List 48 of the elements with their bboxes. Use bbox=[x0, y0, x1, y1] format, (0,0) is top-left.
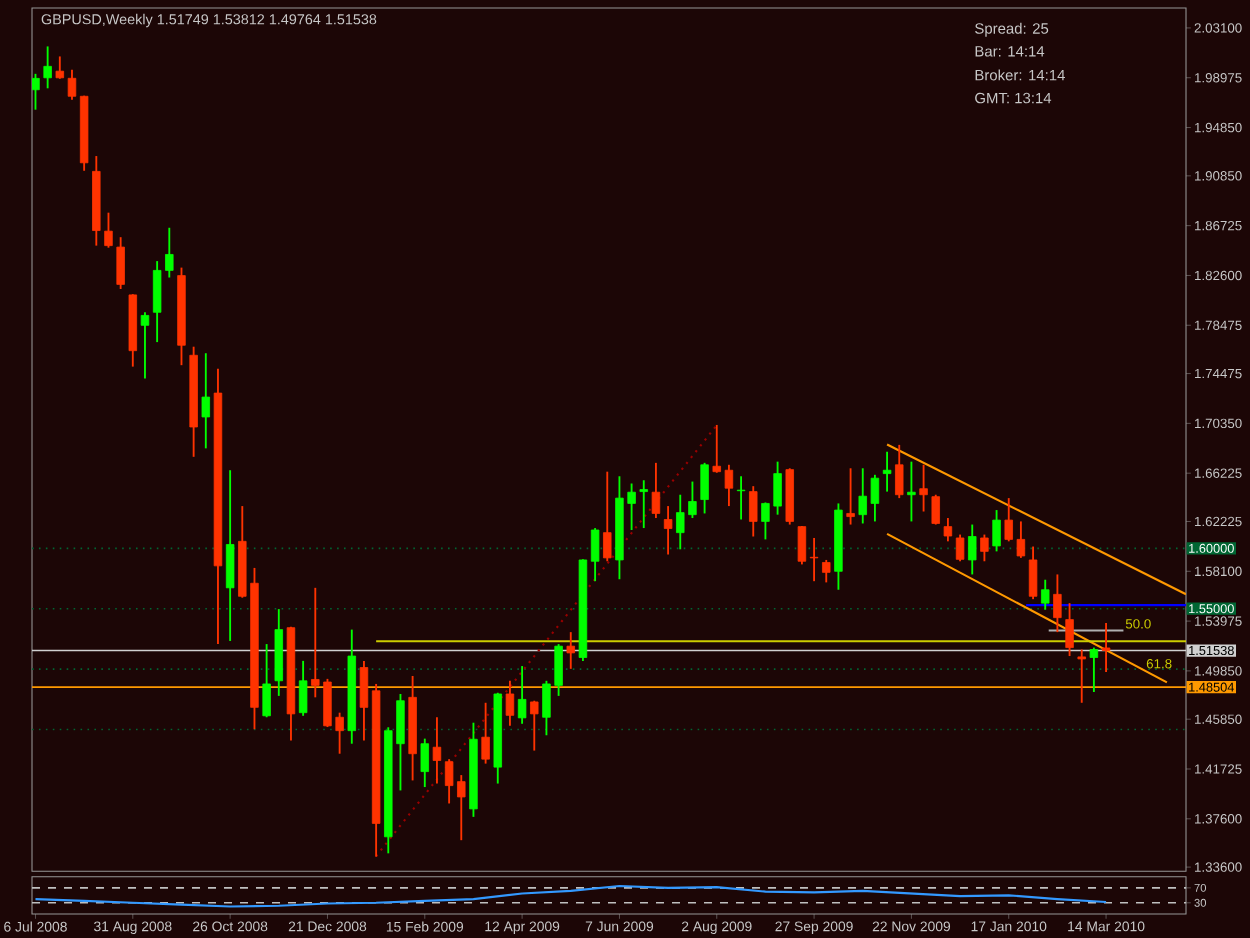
candlestick bbox=[749, 485, 758, 538]
candlestick bbox=[992, 509, 1001, 553]
candlestick bbox=[980, 533, 989, 563]
candlestick bbox=[846, 467, 855, 526]
candlestick bbox=[432, 716, 442, 785]
candlestick bbox=[639, 479, 648, 529]
candlestick bbox=[968, 523, 977, 576]
candlestick bbox=[262, 643, 271, 719]
candlestick bbox=[895, 443, 904, 500]
candlestick bbox=[700, 461, 709, 515]
candlestick bbox=[736, 475, 746, 521]
candlestick bbox=[943, 517, 953, 543]
candlestick bbox=[919, 463, 928, 513]
candlestick bbox=[1041, 578, 1050, 611]
candlestick bbox=[481, 701, 490, 765]
candlestick bbox=[530, 699, 539, 752]
candlestick bbox=[809, 537, 819, 583]
candlestick bbox=[225, 469, 235, 642]
candlestick bbox=[663, 505, 673, 556]
candlestick bbox=[116, 236, 125, 290]
candlestick bbox=[1089, 646, 1099, 693]
candlestick bbox=[590, 527, 600, 583]
candlestick bbox=[931, 493, 940, 526]
candlestick bbox=[67, 68, 77, 101]
candlestick bbox=[566, 631, 575, 670]
candlestick bbox=[955, 533, 965, 563]
candlestick bbox=[298, 659, 308, 717]
candlestick bbox=[1101, 622, 1111, 673]
candlestick bbox=[603, 470, 612, 563]
candlestick bbox=[32, 72, 40, 111]
candlestick bbox=[517, 665, 527, 725]
candlestick bbox=[201, 352, 211, 450]
candlestick bbox=[140, 311, 150, 380]
candlestick bbox=[907, 460, 916, 523]
candlestick bbox=[797, 525, 807, 566]
candlestick bbox=[882, 450, 892, 493]
candlestick bbox=[420, 737, 429, 788]
candlestick bbox=[1053, 573, 1062, 634]
candlestick bbox=[359, 659, 369, 742]
candlestick bbox=[651, 461, 661, 519]
candlestick bbox=[55, 55, 65, 80]
candlestick bbox=[104, 211, 113, 249]
candlestick bbox=[1065, 602, 1074, 657]
candlestick bbox=[1077, 648, 1086, 704]
candlestick bbox=[505, 679, 515, 727]
candlestick bbox=[43, 45, 52, 90]
candlestick bbox=[822, 559, 831, 584]
candlestick bbox=[1028, 545, 1038, 601]
